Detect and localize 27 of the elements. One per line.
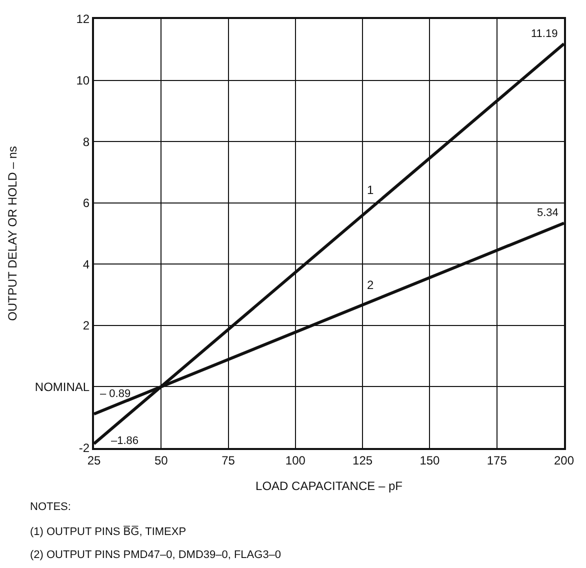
y-tick-label: 6 bbox=[82, 196, 90, 210]
x-tick-label: 25 bbox=[87, 453, 101, 468]
data-label: –1.86 bbox=[111, 435, 139, 447]
y-tick-label: 8 bbox=[82, 134, 90, 149]
y-axis-title: OUTPUT DELAY OR HOLD – ns bbox=[6, 146, 20, 321]
x-tick-label: 100 bbox=[285, 453, 306, 468]
series-label: 1 bbox=[367, 183, 374, 197]
data-label: 5.34 bbox=[537, 207, 558, 219]
x-tick-label: 200 bbox=[554, 453, 574, 468]
text: NOTES: bbox=[30, 501, 71, 513]
y-tick-label: 12 bbox=[76, 12, 90, 26]
y-tick-label: 2 bbox=[82, 318, 90, 333]
y-tick-label: 10 bbox=[76, 73, 90, 88]
y-tick-label: -2 bbox=[78, 441, 90, 456]
x-axis-title: LOAD CAPACITANCE – pF bbox=[256, 478, 402, 493]
series-label: 2 bbox=[367, 278, 374, 292]
data-label: – 0.89 bbox=[100, 388, 131, 400]
x-tick-label: 150 bbox=[420, 453, 440, 468]
y-tick-label: NOMINAL bbox=[34, 380, 90, 394]
x-tick-label: 125 bbox=[352, 453, 373, 468]
y-tick-label: 4 bbox=[82, 257, 90, 272]
text: (1) OUTPUT PINS B̅G̅, TIMEXP bbox=[30, 525, 186, 538]
x-tick-label: 175 bbox=[486, 453, 508, 468]
text: (2) OUTPUT PINS PMD47–0, DMD39–0, FLAG3–0 bbox=[30, 549, 282, 561]
x-tick-label: 75 bbox=[222, 453, 236, 468]
data-label: 11.19 bbox=[531, 28, 558, 40]
x-tick-label: 50 bbox=[154, 453, 168, 468]
